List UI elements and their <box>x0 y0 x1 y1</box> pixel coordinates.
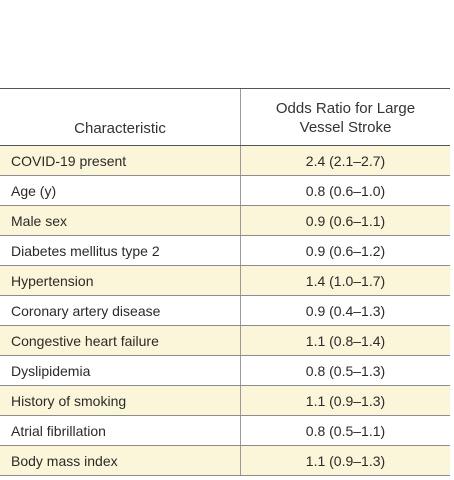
characteristic-cell: Male sex <box>11 212 68 229</box>
characteristic-cell: Body mass index <box>11 452 118 469</box>
odds-ratio-cell: 1.1 (0.9–1.3) <box>240 386 450 415</box>
characteristic-cell: Dyslipidemia <box>11 362 91 379</box>
table-row: Male sex 0.9 (0.6–1.1) <box>0 206 450 236</box>
table-row: Age (y) 0.8 (0.6–1.0) <box>0 176 450 206</box>
characteristic-cell: Atrial fibrillation <box>11 422 106 439</box>
table-row: Coronary artery disease 0.9 (0.4–1.3) <box>0 296 450 326</box>
table-row: Atrial fibrillation 0.8 (0.5–1.1) <box>0 416 450 446</box>
table-row: Congestive heart failure 1.1 (0.8–1.4) <box>0 326 450 356</box>
table-top-rule <box>0 88 450 89</box>
table-row: History of smoking 1.1 (0.9–1.3) <box>0 386 450 416</box>
header-characteristic: Characteristic <box>74 120 166 137</box>
characteristic-cell: Diabetes mellitus type 2 <box>11 242 160 259</box>
odds-ratio-cell: 1.1 (0.9–1.3) <box>240 446 450 475</box>
odds-ratio-cell: 0.9 (0.4–1.3) <box>240 296 450 325</box>
table-row: Hypertension 1.4 (1.0–1.7) <box>0 266 450 296</box>
characteristic-cell: Hypertension <box>11 272 94 289</box>
characteristic-cell: Congestive heart failure <box>11 332 159 349</box>
table-row: COVID-19 present 2.4 (2.1–2.7) <box>0 146 450 176</box>
header-odds-ratio: Odds Ratio for Large Vessel Stroke <box>240 89 450 145</box>
odds-ratio-cell: 0.9 (0.6–1.1) <box>240 206 450 235</box>
odds-ratio-cell: 0.9 (0.6–1.2) <box>240 236 450 265</box>
table-row: Diabetes mellitus type 2 0.9 (0.6–1.2) <box>0 236 450 266</box>
header-odds-line2: Vessel Stroke <box>299 119 392 136</box>
odds-ratio-cell: 1.1 (0.8–1.4) <box>240 326 450 355</box>
odds-ratio-table: Characteristic Odds Ratio for Large Vess… <box>0 88 450 476</box>
odds-ratio-cell: 0.8 (0.5–1.3) <box>240 356 450 385</box>
table-header: Characteristic Odds Ratio for Large Vess… <box>0 89 450 146</box>
table-body: COVID-19 present 2.4 (2.1–2.7) Age (y) 0.8 … <box>0 146 450 476</box>
characteristic-cell: History of smoking <box>11 392 127 409</box>
characteristic-cell: Coronary artery disease <box>11 302 161 319</box>
header-odds-line1: Odds Ratio for Large <box>275 100 416 117</box>
characteristic-cell: Age (y) <box>11 182 57 199</box>
table-row: Body mass index 1.1 (0.9–1.3) <box>0 446 450 476</box>
characteristic-cell: COVID-19 present <box>11 152 127 169</box>
odds-ratio-cell: 0.8 (0.6–1.0) <box>240 176 450 205</box>
odds-ratio-cell: 1.4 (1.0–1.7) <box>240 266 450 295</box>
odds-ratio-cell: 2.4 (2.1–2.7) <box>240 146 450 175</box>
odds-ratio-cell: 0.8 (0.5–1.1) <box>240 416 450 445</box>
table-row: Dyslipidemia 0.8 (0.5–1.3) <box>0 356 450 386</box>
